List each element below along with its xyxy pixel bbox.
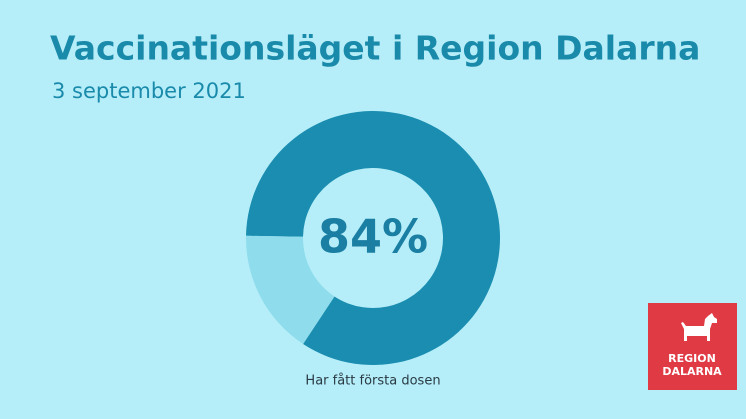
logo-horse bbox=[681, 313, 717, 341]
chart-title: Vaccinationsläget i Region Dalarna bbox=[50, 29, 700, 68]
center-value-label: 84% bbox=[318, 210, 428, 264]
chart-subtitle: 3 september 2021 bbox=[52, 79, 246, 103]
logo-box bbox=[648, 303, 737, 390]
logo-text: DALARNA bbox=[662, 365, 722, 378]
logo: REGION DALARNA bbox=[648, 303, 737, 390]
donut-segment bbox=[246, 110, 500, 365]
logo-text: REGION bbox=[668, 352, 716, 365]
category-label: Har fått första dosen bbox=[305, 374, 440, 389]
donut-segment bbox=[246, 235, 335, 345]
